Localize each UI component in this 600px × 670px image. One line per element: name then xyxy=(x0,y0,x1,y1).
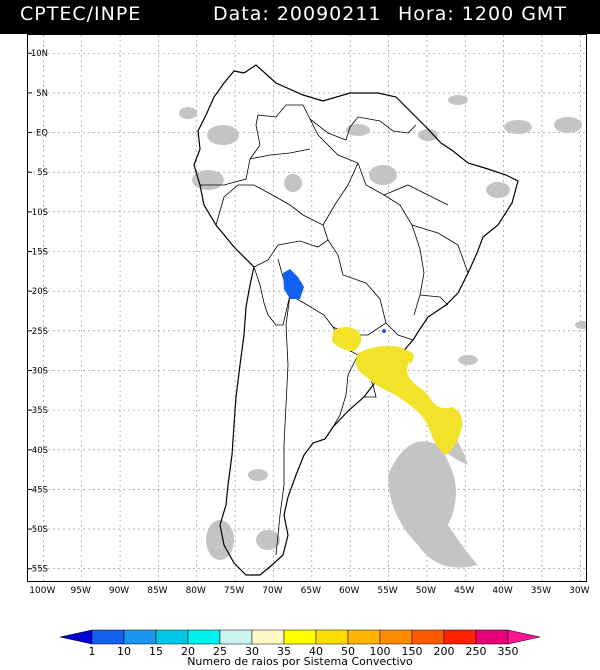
colorbar-label: 25 xyxy=(213,645,227,658)
colorbar-label: 350 xyxy=(498,645,519,658)
lat-tick-label: 10N xyxy=(31,49,48,59)
lon-tick-label: 40W xyxy=(492,586,513,596)
lon-tick-label: 95W xyxy=(70,586,91,596)
cloud-patch xyxy=(207,125,239,145)
continent-outline xyxy=(193,64,519,576)
cloud-patch xyxy=(418,129,438,141)
lon-tick-label: 50W xyxy=(415,586,437,596)
colorbar-label: 40 xyxy=(309,645,323,658)
lat-tick-label: 35S xyxy=(32,406,48,416)
lon-tick-label: 85W xyxy=(147,586,168,596)
colorbar-label: 35 xyxy=(277,645,291,658)
lat-tick-label: 45S xyxy=(32,485,48,495)
colorbar-label: 30 xyxy=(245,645,259,658)
lat-tick-label: EQ xyxy=(36,129,48,139)
colorbar-label: 10 xyxy=(117,645,131,658)
lat-tick-label: 30S xyxy=(32,366,48,376)
lightning-cluster-blue xyxy=(283,269,304,299)
lat-tick-label: 25S xyxy=(32,327,48,337)
lon-tick-label: 60W xyxy=(339,586,360,596)
colorbar-swatch xyxy=(507,629,541,645)
lat-tick-label: 5S xyxy=(37,168,48,178)
lon-tick-label: 30W xyxy=(569,586,590,596)
lat-tick-label: 10S xyxy=(32,208,48,218)
colorbar-swatch xyxy=(59,629,93,645)
cloud-patch xyxy=(504,120,532,134)
cloud-patch xyxy=(256,530,280,550)
cloud-patch xyxy=(248,469,268,481)
lat-tick-label: 20S xyxy=(32,287,48,297)
colorbar-swatch xyxy=(315,629,349,645)
header-org: CPTEC/INPE xyxy=(20,3,142,25)
cloud-patch xyxy=(369,165,397,185)
lon-tick-label: 65W xyxy=(300,586,321,596)
lightning-cluster-blue-small xyxy=(382,329,386,333)
cloud-patch xyxy=(486,182,510,198)
colorbar-swatch xyxy=(91,629,125,645)
colorbar-label: 250 xyxy=(466,645,487,658)
cloud-patch xyxy=(554,117,582,133)
lat-tick-label: 15S xyxy=(32,248,48,258)
cloud-patch xyxy=(575,321,586,329)
colorbar-label: 100 xyxy=(370,645,391,658)
colorbar-swatch xyxy=(123,629,157,645)
cloud-patch xyxy=(458,355,478,365)
colorbar-swatch xyxy=(155,629,189,645)
colorbar: 1 10 15 20 25 30 35 40 50 100 150 200 250 350 xyxy=(59,629,541,658)
lon-tick-label: 55W xyxy=(377,586,398,596)
lat-lon-grid xyxy=(28,35,586,581)
lat-tick-label: 40S xyxy=(32,446,48,456)
colorbar-swatch xyxy=(219,629,253,645)
cloud-areas xyxy=(179,95,586,568)
colorbar-swatch xyxy=(411,629,445,645)
colorbar-swatch xyxy=(251,629,285,645)
colorbar-swatch xyxy=(187,629,221,645)
colorbar-label: 50 xyxy=(341,645,355,658)
cloud-patch xyxy=(179,107,197,119)
map-header: CPTEC/INPE Data: 20090211 Hora: 1200 GMT xyxy=(0,0,600,34)
lightning-cluster-yellow xyxy=(332,327,463,455)
colorbar-title: Numero de raios por Sistema Convectivo xyxy=(187,655,413,668)
lon-tick-label: 45W xyxy=(454,586,475,596)
colorbar-label: 150 xyxy=(402,645,423,658)
lat-tick-labels: 10N 5N EQ 5S 10S 15S 20S 25S 30S 35S 40S 45S 50S 55S xyxy=(28,49,48,575)
header-time: Hora: 1200 GMT xyxy=(398,3,567,25)
lon-tick-label: 90W xyxy=(108,586,130,596)
colorbar-label: 15 xyxy=(149,645,163,658)
colorbar-swatch xyxy=(475,629,509,645)
colorbar-swatch xyxy=(379,629,413,645)
header-date: Data: 20090211 xyxy=(213,3,382,25)
colorbar-swatch xyxy=(443,629,477,645)
lon-tick-label: 70W xyxy=(262,586,283,596)
lat-tick-label: 50S xyxy=(32,525,48,535)
map-frame: 10N 5N EQ 5S 10S 15S 20S 25S 30S 35S 40S 45S 50S 55S xyxy=(27,34,587,582)
lat-tick-label: 55S xyxy=(32,565,48,575)
colorbar-swatch xyxy=(347,629,381,645)
cloud-patch xyxy=(448,95,468,105)
map-canvas: 10N 5N EQ 5S 10S 15S 20S 25S 30S 35S 40S 45S 50S 55S xyxy=(28,35,586,581)
colorbar-label: 20 xyxy=(181,645,195,658)
cloud-patch xyxy=(284,174,302,192)
colorbar-swatch xyxy=(283,629,317,645)
lon-tick-label: 75W xyxy=(223,586,245,596)
lon-tick-label: 80W xyxy=(185,586,206,596)
colorbar-label: 200 xyxy=(434,645,455,658)
colorbar-label: 1 xyxy=(89,645,96,658)
lon-tick-label: 35W xyxy=(530,586,552,596)
lat-tick-label: 5N xyxy=(36,89,48,99)
lon-tick-label: 100W xyxy=(29,586,56,596)
cloud-patch xyxy=(346,124,370,136)
cloud-band xyxy=(388,441,478,568)
